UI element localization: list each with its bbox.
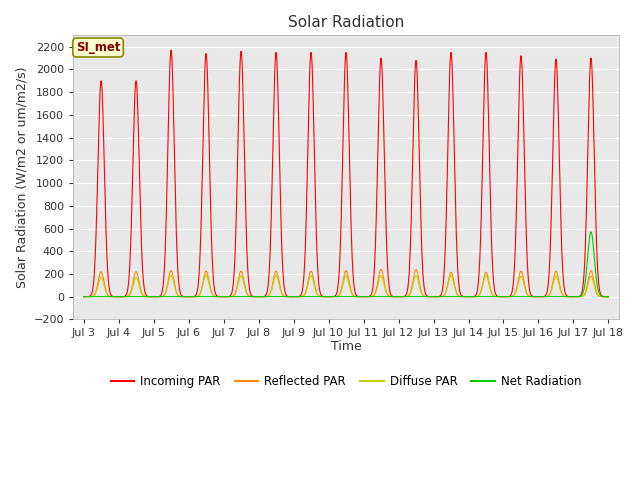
Reflected PAR [258,294,266,300]
Incoming PAR [582,208,590,214]
Incoming PAR [167,47,175,53]
Net Radiation [576,294,584,300]
Line: Incoming PAR: Incoming PAR [84,50,609,297]
X-axis label: Time: Time [331,340,362,353]
Incoming PAR [80,294,88,300]
Diffuse PAR [478,285,486,291]
Incoming PAR [258,294,266,300]
Reflected PAR [463,294,471,300]
Incoming PAR [605,294,612,300]
Net Radiation [478,294,486,300]
Diffuse PAR [258,294,266,300]
Net Radiation [258,294,266,300]
Net Radiation [463,294,471,300]
Incoming PAR [463,294,471,300]
Title: Solar Radiation: Solar Radiation [288,15,404,30]
Net Radiation [328,294,336,300]
Reflected PAR [582,286,590,292]
Diffuse PAR [80,294,88,300]
Incoming PAR [576,293,584,299]
Net Radiation [80,294,88,300]
Line: Reflected PAR: Reflected PAR [84,269,609,297]
Diffuse PAR [582,288,590,294]
Diffuse PAR [328,294,336,300]
Text: SI_met: SI_met [76,41,120,54]
Net Radiation [582,269,590,275]
Line: Net Radiation: Net Radiation [84,232,609,297]
Incoming PAR [328,294,336,300]
Net Radiation [605,294,612,300]
Legend: Incoming PAR, Reflected PAR, Diffuse PAR, Net Radiation: Incoming PAR, Reflected PAR, Diffuse PAR… [106,371,586,393]
Reflected PAR [328,294,336,300]
Reflected PAR [377,266,385,272]
Diffuse PAR [605,294,612,300]
Incoming PAR [478,179,486,184]
Reflected PAR [605,294,612,300]
Diffuse PAR [167,272,175,278]
Y-axis label: Solar Radiation (W/m2 or um/m2/s): Solar Radiation (W/m2 or um/m2/s) [15,67,28,288]
Diffuse PAR [576,294,584,300]
Reflected PAR [576,294,584,300]
Line: Diffuse PAR: Diffuse PAR [84,275,609,297]
Diffuse PAR [463,294,471,300]
Reflected PAR [80,294,88,300]
Net Radiation [587,229,595,235]
Reflected PAR [478,284,486,290]
